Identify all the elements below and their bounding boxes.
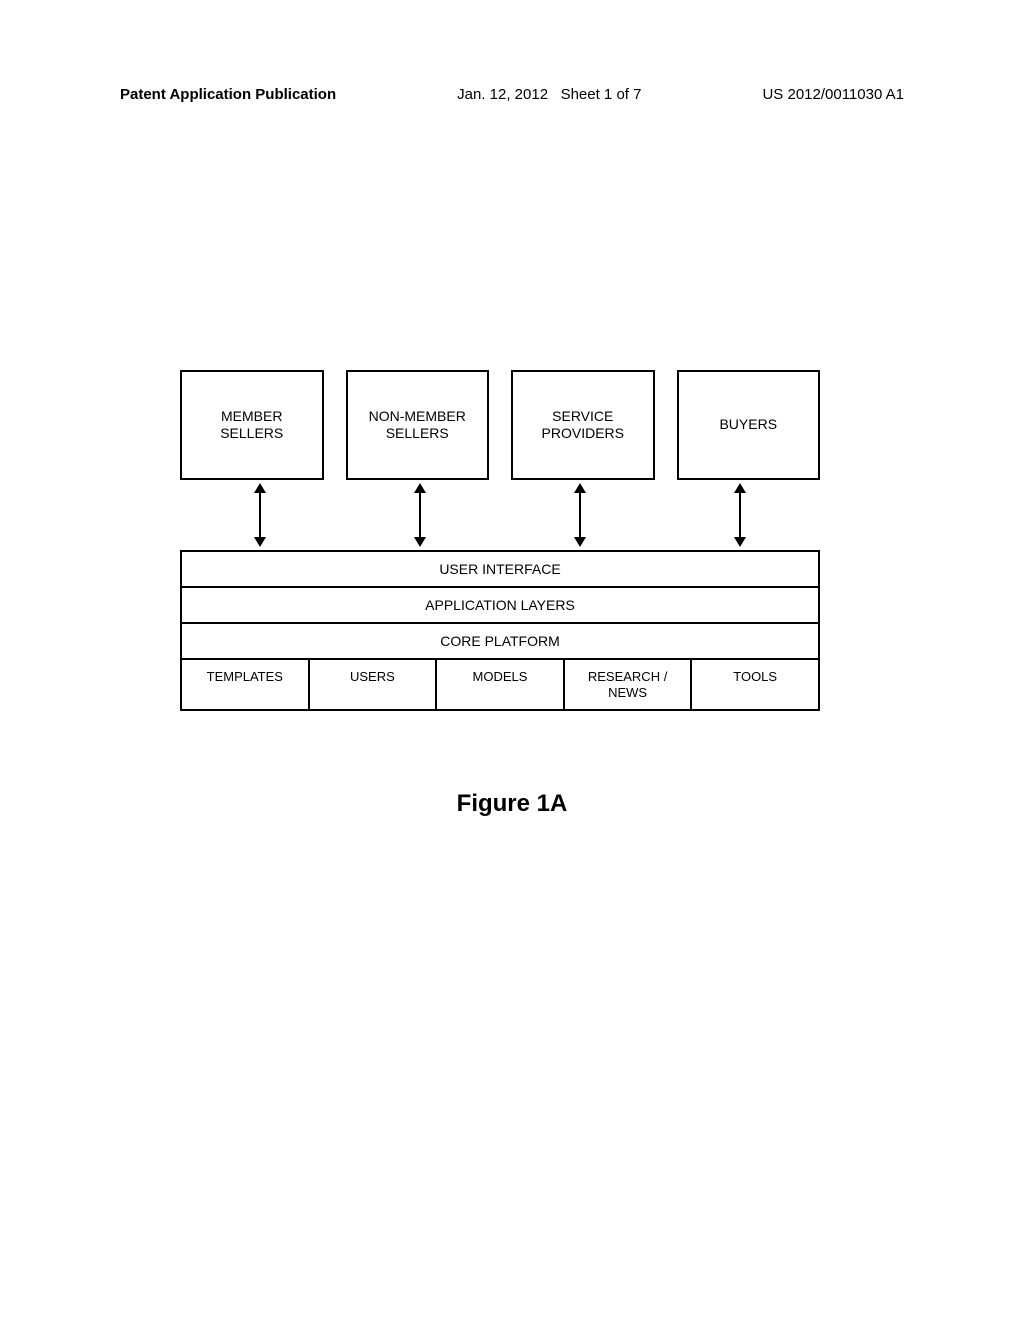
arrow-cell <box>500 480 660 550</box>
box-label-line2: SELLERS <box>386 425 449 441</box>
arrow-row <box>180 480 820 550</box>
arrow-cell <box>180 480 340 550</box>
header-pubno: US 2012/0011030 A1 <box>762 86 904 103</box>
box-label-line1: BUYERS <box>719 416 777 432</box>
arrow-cell <box>660 480 820 550</box>
double-arrow-icon <box>579 485 581 545</box>
diagram: MEMBER SELLERS NON-MEMBER SELLERS SERVIC… <box>180 370 820 711</box>
double-arrow-icon <box>739 485 741 545</box>
header-publication: Patent Application Publication <box>120 86 336 103</box>
double-arrow-icon <box>419 485 421 545</box>
figure-caption: Figure 1A <box>0 790 1024 818</box>
header-date-sheet: Jan. 12, 2012 Sheet 1 of 7 <box>457 86 641 103</box>
layer-application-layers: APPLICATION LAYERS <box>182 588 818 624</box>
box-label-line1: SERVICE <box>552 408 613 424</box>
box-member-sellers: MEMBER SELLERS <box>180 370 324 480</box>
arrow-cell <box>340 480 500 550</box>
box-service-providers: SERVICE PROVIDERS <box>511 370 655 480</box>
box-label-line2: SELLERS <box>220 425 283 441</box>
box-label-line1: NON-MEMBER <box>369 408 466 424</box>
top-box-row: MEMBER SELLERS NON-MEMBER SELLERS SERVIC… <box>180 370 820 480</box>
box-label-line2: PROVIDERS <box>542 425 624 441</box>
header-date: Jan. 12, 2012 <box>457 86 548 103</box>
header-sheet: Sheet 1 of 7 <box>561 86 642 103</box>
cell-users: USERS <box>310 660 438 709</box>
cell-templates: TEMPLATES <box>182 660 310 709</box>
page-header: Patent Application Publication Jan. 12, … <box>0 86 1024 103</box>
cell-tools: TOOLS <box>692 660 818 709</box>
layer-user-interface: USER INTERFACE <box>182 552 818 588</box>
cell-models: MODELS <box>437 660 565 709</box>
box-buyers: BUYERS <box>677 370 821 480</box>
box-nonmember-sellers: NON-MEMBER SELLERS <box>346 370 490 480</box>
platform-stack: USER INTERFACE APPLICATION LAYERS CORE P… <box>180 550 820 711</box>
layer-core-platform: CORE PLATFORM <box>182 624 818 660</box>
bottom-cells-row: TEMPLATES USERS MODELS RESEARCH /NEWS TO… <box>182 660 818 709</box>
cell-research-news: RESEARCH /NEWS <box>565 660 693 709</box>
double-arrow-icon <box>259 485 261 545</box>
box-label-line1: MEMBER <box>221 408 282 424</box>
